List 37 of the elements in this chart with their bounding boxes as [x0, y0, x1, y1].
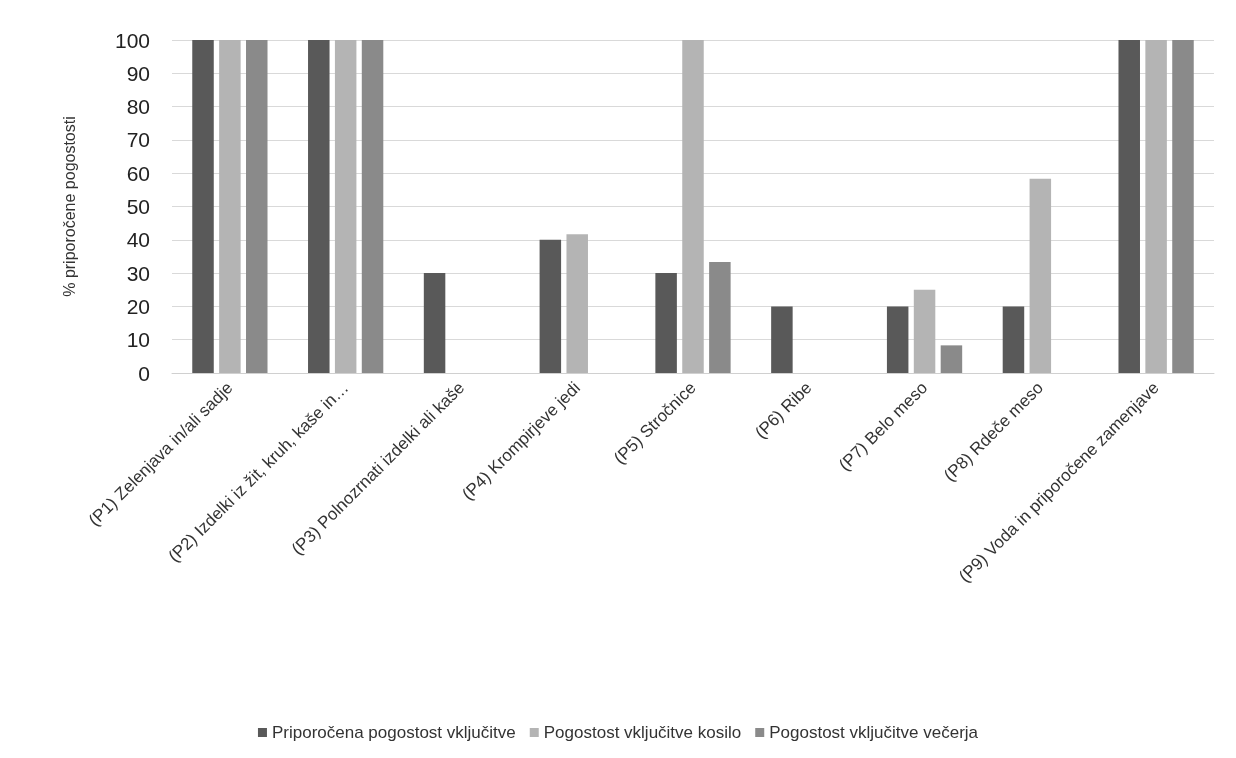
bar	[709, 262, 731, 373]
bar	[913, 289, 936, 373]
bar	[308, 40, 330, 373]
y-tick-label: 50	[126, 195, 150, 218]
bar	[361, 40, 384, 373]
y-axis-title: % priporočene pogostosti	[60, 116, 78, 297]
bar	[1002, 306, 1025, 373]
bar	[192, 40, 214, 373]
bar	[1172, 40, 1194, 373]
x-tick-label: (P6) Ribe	[751, 378, 816, 443]
bar	[771, 306, 793, 373]
bar	[566, 234, 588, 373]
bar	[539, 239, 562, 373]
y-tick-label: 0	[138, 361, 150, 385]
bar	[246, 40, 268, 373]
bar	[219, 40, 241, 373]
y-tick-label: 90	[126, 61, 150, 85]
legend-label: Pogostost vključitve kosilo	[543, 723, 742, 742]
y-tick-label: 70	[126, 128, 150, 152]
bar	[334, 40, 357, 373]
bar	[886, 306, 909, 373]
y-tick-label: 40	[126, 228, 150, 252]
bar	[1029, 178, 1052, 373]
y-tick-label: 60	[126, 161, 150, 185]
bar	[1118, 40, 1140, 373]
y-tick-label: 10	[126, 328, 150, 352]
legend-label: Pogostost vključitve večerja	[769, 723, 979, 742]
bar	[423, 273, 446, 373]
bar	[940, 345, 963, 373]
legend-label: Priporočena pogostost vključitve	[271, 723, 516, 742]
bar	[682, 40, 704, 373]
y-tick-label: 20	[126, 294, 150, 318]
y-tick-label: 30	[126, 261, 150, 285]
y-tick-label: 100	[114, 28, 150, 52]
bar	[1145, 40, 1167, 373]
bar	[655, 273, 677, 373]
y-tick-label: 80	[126, 95, 150, 119]
